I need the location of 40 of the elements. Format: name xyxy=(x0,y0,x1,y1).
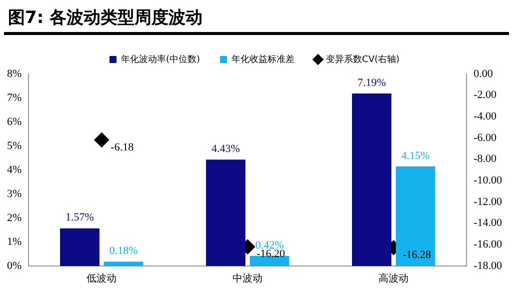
y2-tick-label: -10.00 xyxy=(474,174,502,187)
x-tick-label: 高波动 xyxy=(378,272,409,285)
y-tick-label: 8% xyxy=(6,68,22,80)
y2-tick-label: -2.00 xyxy=(474,89,497,102)
bar xyxy=(206,160,246,266)
data-label: -16.28 xyxy=(402,249,432,262)
bar xyxy=(60,228,100,266)
data-label: 4.15% xyxy=(401,150,430,162)
legend-label: 变异系数CV(右轴) xyxy=(326,54,400,65)
data-label: 4.43% xyxy=(212,143,240,156)
y2-tick-label: -18.00 xyxy=(474,260,502,272)
y-tick-label: 6% xyxy=(6,116,22,128)
point xyxy=(94,132,110,148)
legend-label: 年化波动率(中位数) xyxy=(121,54,200,65)
bar xyxy=(396,166,436,266)
y-tick-label: 2% xyxy=(6,212,22,224)
x-tick-label: 低波动 xyxy=(86,272,117,285)
y-tick-label: 5% xyxy=(6,140,22,152)
data-label: 1.57% xyxy=(66,212,94,224)
y-tick-label: 1% xyxy=(6,236,22,248)
y2-tick-label: -8.00 xyxy=(474,153,497,166)
y2-tick-label: 0.00 xyxy=(474,68,494,80)
chart-title: 图7: 各波动类型周度波动 xyxy=(4,0,509,35)
x-tick-label: 中波动 xyxy=(232,272,263,285)
y-tick-label: 7% xyxy=(6,92,22,104)
bar xyxy=(104,262,144,266)
legend-label: 年化收益标准差 xyxy=(232,54,295,65)
y2-tick-label: -12.00 xyxy=(474,196,502,208)
y2-tick-label: -16.00 xyxy=(474,238,502,251)
bar xyxy=(352,93,392,266)
y2-tick-label: -6.00 xyxy=(474,132,497,144)
y2-tick-label: -14.00 xyxy=(474,217,502,230)
data-label: 0.18% xyxy=(109,245,138,258)
y-tick-label: 0% xyxy=(6,260,22,272)
y-tick-label: 4% xyxy=(6,164,22,176)
y-tick-label: 3% xyxy=(6,188,22,200)
data-label: 0.42% xyxy=(255,239,284,252)
y2-tick-label: -4.00 xyxy=(474,110,497,123)
data-label: 7.19% xyxy=(357,76,386,89)
data-label: -6.18 xyxy=(110,141,134,154)
